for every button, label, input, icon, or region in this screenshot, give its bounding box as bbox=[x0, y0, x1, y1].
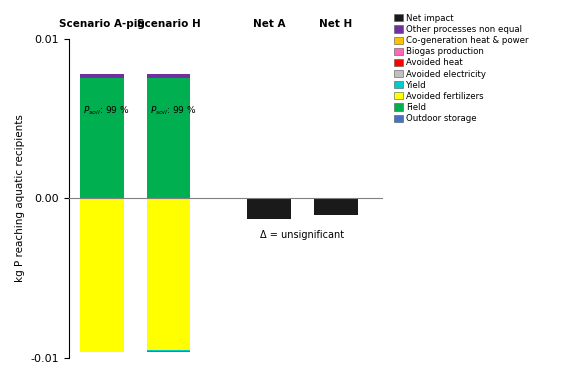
Bar bbox=[147, 351, 191, 352]
Y-axis label: kg P reaching aquatic recipients: kg P reaching aquatic recipients bbox=[15, 114, 25, 282]
Text: $P_{soil}$: 99 %: $P_{soil}$: 99 % bbox=[83, 104, 130, 117]
Bar bbox=[80, 78, 124, 198]
Bar bbox=[247, 198, 291, 219]
Bar bbox=[80, 198, 124, 352]
Text: Δ = unsignificant: Δ = unsignificant bbox=[260, 230, 344, 240]
Bar bbox=[147, 74, 191, 78]
Text: $P_{soil}$: 99 %: $P_{soil}$: 99 % bbox=[150, 104, 196, 117]
Bar bbox=[147, 350, 191, 351]
Bar bbox=[80, 74, 124, 78]
Bar bbox=[147, 198, 191, 350]
Bar bbox=[314, 198, 357, 215]
Bar bbox=[147, 78, 191, 198]
Legend: Net impact, Other processes non equal, Co-generation heat & power, Biogas produc: Net impact, Other processes non equal, C… bbox=[393, 12, 530, 125]
